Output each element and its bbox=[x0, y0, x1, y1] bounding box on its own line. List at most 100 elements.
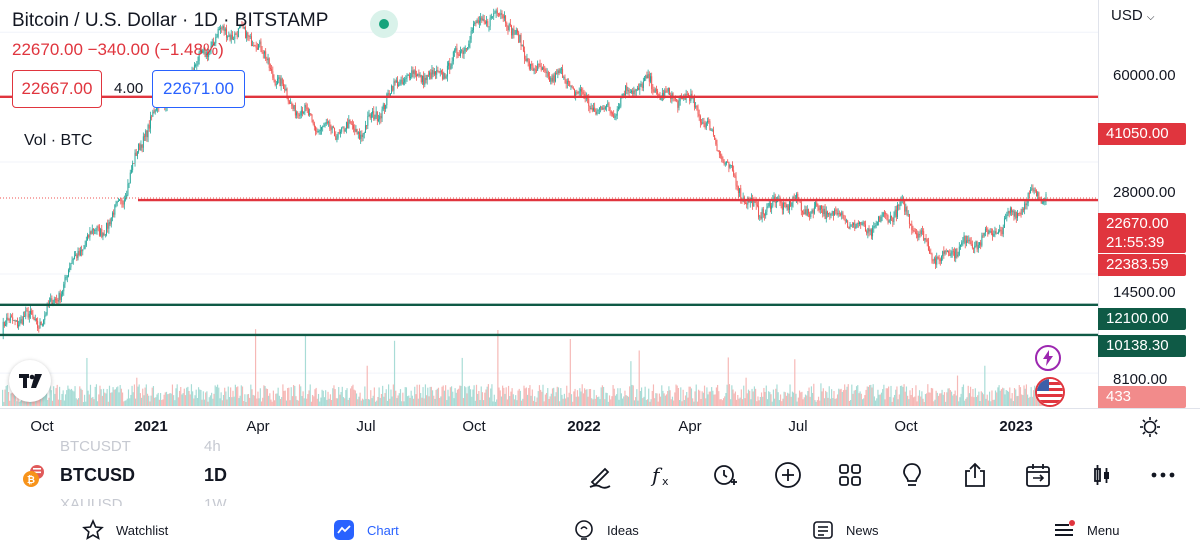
alert-button[interactable] bbox=[708, 458, 742, 492]
volume-bar bbox=[974, 388, 976, 406]
line-price-tag[interactable]: 22383.59 bbox=[1098, 254, 1186, 276]
volume-bar bbox=[850, 399, 852, 406]
candle-body bbox=[904, 200, 906, 212]
currency-selector[interactable]: USD ⌵ bbox=[1111, 7, 1154, 24]
volume-bar bbox=[430, 386, 432, 406]
volume-bar bbox=[816, 400, 818, 406]
candle-body bbox=[768, 203, 770, 207]
volume-bar bbox=[427, 387, 429, 406]
candle-body bbox=[116, 201, 118, 204]
symbol-picker-next[interactable]: XAUUSD bbox=[60, 496, 123, 506]
nav-chart[interactable]: Chart bbox=[333, 516, 399, 544]
time-axis[interactable]: Oct 2021 Apr Jul Oct 2022 Apr Jul Oct 20… bbox=[0, 408, 1200, 444]
legend-title[interactable]: Bitcoin / U.S. Dollar · 1D · BITSTAMP bbox=[12, 10, 329, 31]
volume-bar bbox=[531, 389, 533, 406]
candle-body bbox=[65, 277, 67, 279]
symbol-picker-prev[interactable]: BTCUSDT bbox=[60, 438, 131, 455]
nav-watchlist[interactable]: Watchlist bbox=[82, 516, 168, 544]
chart-area[interactable]: Bitcoin / U.S. Dollar · 1D · BITSTAMP 22… bbox=[0, 0, 1098, 408]
sell-button[interactable]: 22667.00 bbox=[12, 70, 102, 108]
candle-body bbox=[231, 34, 233, 40]
support-price-tag[interactable]: 10138.30 bbox=[1098, 335, 1186, 357]
candle-body bbox=[60, 294, 62, 300]
settings-gear-icon[interactable] bbox=[1138, 415, 1162, 439]
us-flag-icon[interactable] bbox=[1035, 377, 1065, 407]
nav-menu[interactable]: Menu bbox=[1053, 516, 1120, 544]
volume-bar bbox=[505, 387, 507, 406]
volume-bar bbox=[298, 384, 301, 406]
volume-bar bbox=[36, 395, 38, 406]
volume-legend[interactable]: Vol · BTC bbox=[24, 132, 93, 149]
drawing-tools-button[interactable] bbox=[583, 458, 617, 492]
flash-icon[interactable] bbox=[1035, 345, 1061, 371]
ideas-tool-button[interactable] bbox=[895, 458, 929, 492]
volume-bar bbox=[589, 389, 592, 406]
volume-bar bbox=[643, 396, 645, 406]
interval-picker-next[interactable]: 1W bbox=[204, 496, 227, 506]
add-button[interactable] bbox=[771, 458, 805, 492]
candle-body bbox=[704, 123, 706, 128]
candle-body bbox=[1033, 190, 1035, 192]
price-axis[interactable]: USD ⌵ 60000.00 28000.00 14500.00 8100.00 bbox=[1098, 0, 1200, 408]
price-chart[interactable] bbox=[0, 0, 1098, 408]
symbol-selector[interactable]: BTCUSD bbox=[60, 465, 135, 485]
volume-bar bbox=[554, 396, 556, 406]
nav-ideas[interactable]: Ideas bbox=[573, 516, 639, 544]
candle-body bbox=[1032, 188, 1034, 191]
layouts-button[interactable] bbox=[833, 458, 867, 492]
volume-bar bbox=[85, 401, 87, 406]
more-button[interactable] bbox=[1146, 458, 1180, 492]
volume-bar bbox=[146, 393, 149, 406]
replay-button[interactable] bbox=[1021, 458, 1055, 492]
candle-body bbox=[122, 203, 124, 205]
buy-button[interactable]: 22671.00 bbox=[152, 70, 245, 108]
candle-body bbox=[438, 71, 440, 73]
share-button[interactable] bbox=[958, 458, 992, 492]
chart-type-button[interactable] bbox=[1085, 458, 1119, 492]
candle-body bbox=[809, 213, 811, 217]
candle-body bbox=[519, 34, 521, 43]
volume-bar bbox=[192, 391, 194, 406]
candle-body bbox=[439, 71, 441, 73]
candle-body bbox=[132, 163, 134, 171]
volume-bar bbox=[7, 392, 10, 406]
candle-body bbox=[473, 23, 474, 30]
volume-bar bbox=[756, 401, 758, 406]
candle-body bbox=[85, 240, 87, 246]
volume-bar bbox=[460, 385, 462, 406]
time-tick: Oct bbox=[894, 418, 918, 435]
candle-body bbox=[405, 78, 407, 80]
volume-bar bbox=[258, 398, 260, 406]
candle-body bbox=[283, 83, 284, 89]
volume-bar bbox=[380, 393, 383, 406]
volume-bar bbox=[620, 393, 622, 406]
support-price-tag[interactable]: 12100.00 bbox=[1098, 308, 1186, 330]
nav-news[interactable]: News bbox=[812, 516, 879, 544]
volume-bar bbox=[713, 394, 715, 406]
volume-bar bbox=[774, 398, 776, 406]
candle-body bbox=[94, 230, 96, 231]
candle-body bbox=[733, 170, 735, 176]
candle-body bbox=[14, 320, 16, 322]
volume-bar bbox=[597, 397, 599, 406]
volume-bar bbox=[633, 400, 636, 406]
volume-bar bbox=[69, 389, 71, 406]
volume-bar bbox=[414, 386, 416, 406]
volume-bar bbox=[812, 392, 814, 406]
tradingview-logo-icon[interactable] bbox=[9, 360, 51, 402]
candle-body bbox=[265, 51, 267, 59]
volume-bar bbox=[766, 399, 769, 406]
volume-bar bbox=[914, 396, 916, 406]
interval-picker-prev[interactable]: 4h bbox=[204, 438, 221, 455]
volume-bar bbox=[903, 384, 905, 406]
volume-bar bbox=[319, 401, 321, 406]
volume-bar bbox=[582, 393, 584, 406]
candle-body bbox=[703, 122, 705, 124]
candle-body bbox=[540, 66, 542, 70]
last-price-tag[interactable]: 22670.00 21:55:39 bbox=[1098, 213, 1186, 253]
candle-body bbox=[317, 131, 319, 133]
volume-bar bbox=[405, 387, 408, 406]
resistance-price-tag[interactable]: 41050.00 bbox=[1098, 123, 1186, 145]
interval-selector[interactable]: 1D bbox=[204, 465, 228, 485]
